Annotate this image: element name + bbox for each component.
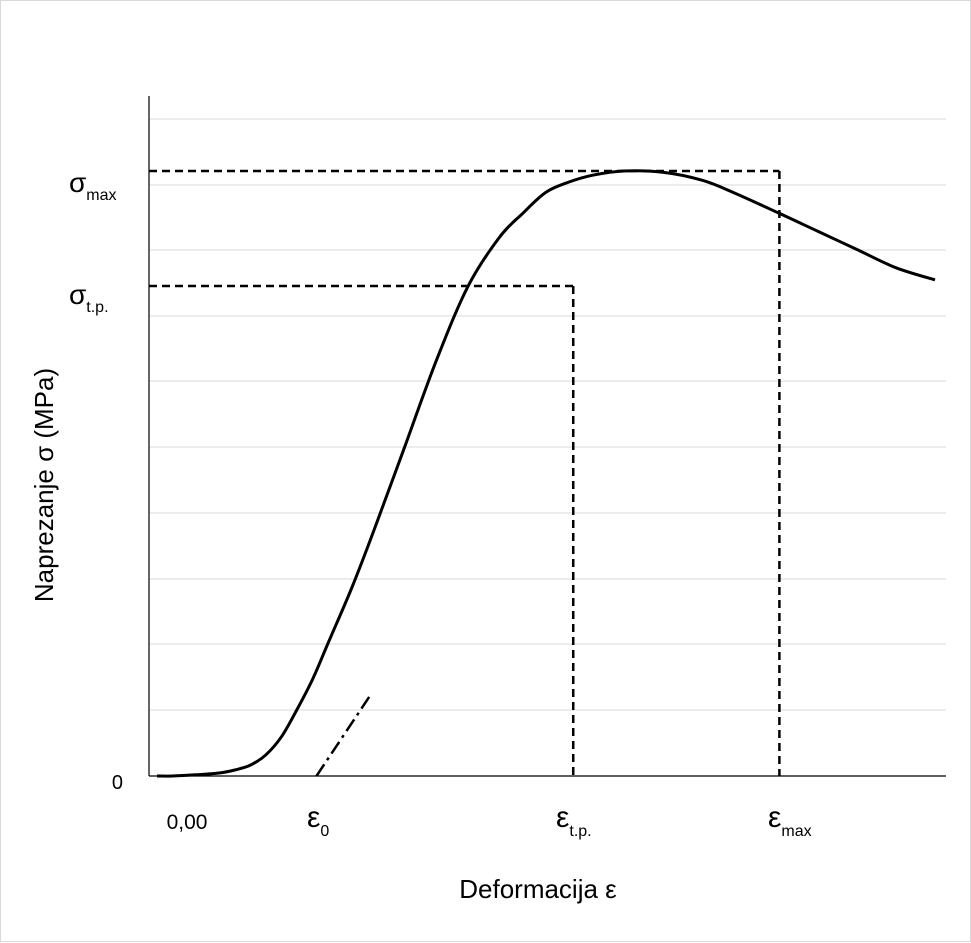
tangent-line: [316, 694, 370, 776]
series-line: [157, 171, 935, 776]
x-tick-epsilon-0: ε0: [307, 801, 329, 840]
x-tick-origin: 0,00: [167, 811, 208, 834]
x-axis-label: Deformacija ε: [459, 874, 617, 904]
gridlines: [149, 119, 946, 710]
chart-labels: 0 0,00 Deformacija ε Naprezanje σ (MPa) …: [29, 167, 812, 904]
y-tick-sigma-tp: σt.p.: [69, 279, 109, 316]
y-tick-origin: 0: [112, 772, 123, 794]
y-axis-label: Naprezanje σ (MPa): [29, 368, 59, 602]
x-tick-epsilon-max: εmax: [768, 801, 812, 840]
x-tick-epsilon-tp: εt.p.: [556, 801, 592, 840]
y-tick-sigma-max: σmax: [69, 167, 117, 204]
reference-lines: [149, 171, 779, 776]
